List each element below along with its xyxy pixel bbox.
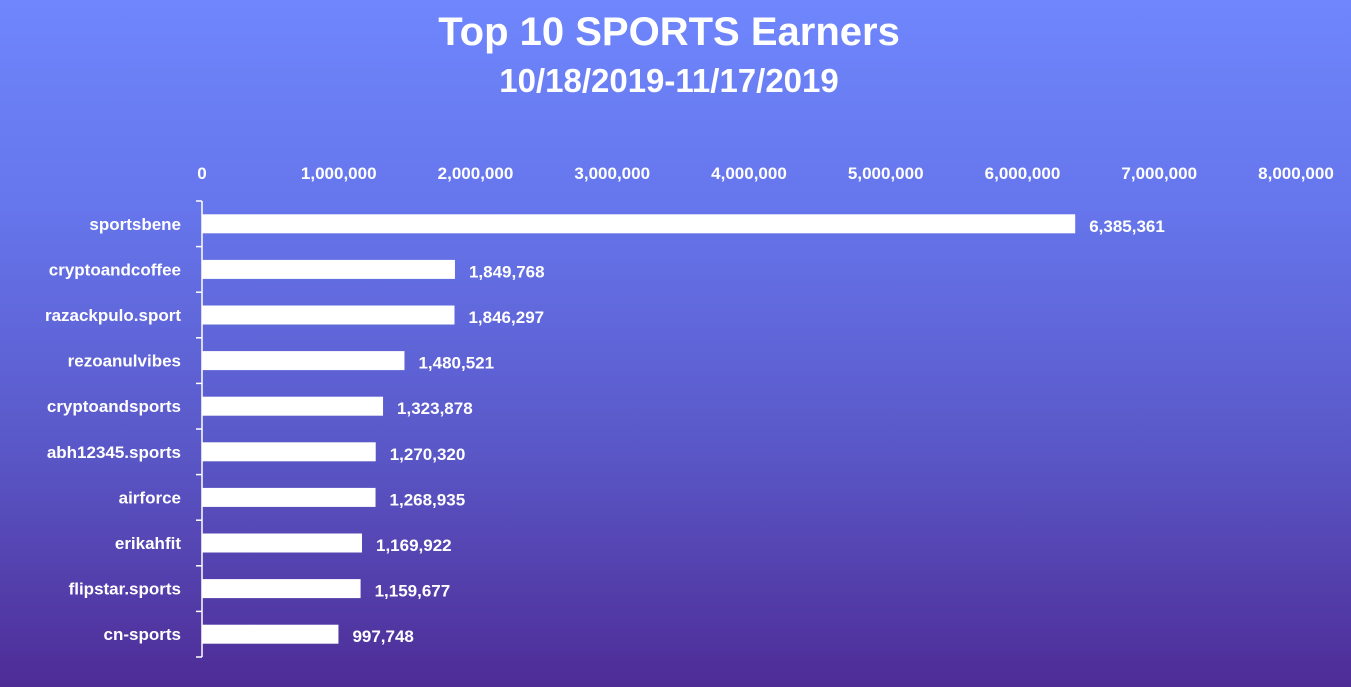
category-label: cn-sports: [104, 625, 181, 644]
x-tick-label: 2,000,000: [438, 164, 514, 183]
value-label: 997,748: [352, 627, 413, 646]
category-label: cryptoandsports: [47, 397, 181, 416]
value-label: 6,385,361: [1089, 217, 1165, 236]
x-tick-label: 8,000,000: [1258, 164, 1334, 183]
category-label: erikahfit: [115, 534, 181, 553]
category-label: cryptoandcoffee: [49, 260, 181, 279]
y-axis: [196, 200, 203, 658]
value-label: 1,849,768: [469, 262, 545, 281]
category-labels: sportsbene cryptoandcoffee razackpulo.spor…: [45, 215, 181, 644]
bar: [202, 305, 455, 325]
value-labels: 6,385,361 1,849,768 1,846,297 1,480,521 1,32…: [352, 217, 1164, 646]
value-label: 1,323,878: [397, 399, 473, 418]
bar: [202, 214, 1076, 234]
category-label: flipstar.sports: [69, 580, 181, 599]
category-label: abh12345.sports: [47, 443, 181, 462]
bar: [202, 624, 339, 644]
x-tick-label: 5,000,000: [848, 164, 924, 183]
value-label: 1,846,297: [468, 308, 544, 327]
value-label: 1,268,935: [390, 490, 466, 509]
bar: [202, 259, 455, 279]
bar: [202, 533, 362, 553]
x-tick-label: 7,000,000: [1121, 164, 1197, 183]
bar: [202, 579, 361, 599]
value-label: 1,480,521: [418, 354, 494, 373]
value-label: 1,270,320: [390, 445, 466, 464]
bars: [202, 214, 1076, 644]
x-tick-label: 4,000,000: [711, 164, 787, 183]
category-label: airforce: [119, 488, 181, 507]
category-label: sportsbene: [89, 215, 181, 234]
chart-subtitle: 10/18/2019-11/17/2019: [499, 62, 839, 99]
value-label: 1,169,922: [376, 536, 452, 555]
x-tick-label: 0: [197, 164, 206, 183]
bar: [202, 487, 376, 507]
chart-title: Top 10 SPORTS Earners: [438, 10, 900, 54]
x-tick-label: 1,000,000: [301, 164, 377, 183]
category-label: rezoanulvibes: [68, 352, 181, 371]
x-tick-label: 6,000,000: [985, 164, 1061, 183]
x-tick-label: 3,000,000: [574, 164, 650, 183]
bar: [202, 351, 405, 371]
bar: [202, 442, 376, 462]
category-label: razackpulo.sport: [45, 306, 181, 325]
bar: [202, 396, 384, 416]
value-label: 1,159,677: [375, 582, 451, 601]
x-axis-tick-labels: 0 1,000,000 2,000,000 3,000,000 4,000,000 5,0…: [197, 164, 1334, 183]
